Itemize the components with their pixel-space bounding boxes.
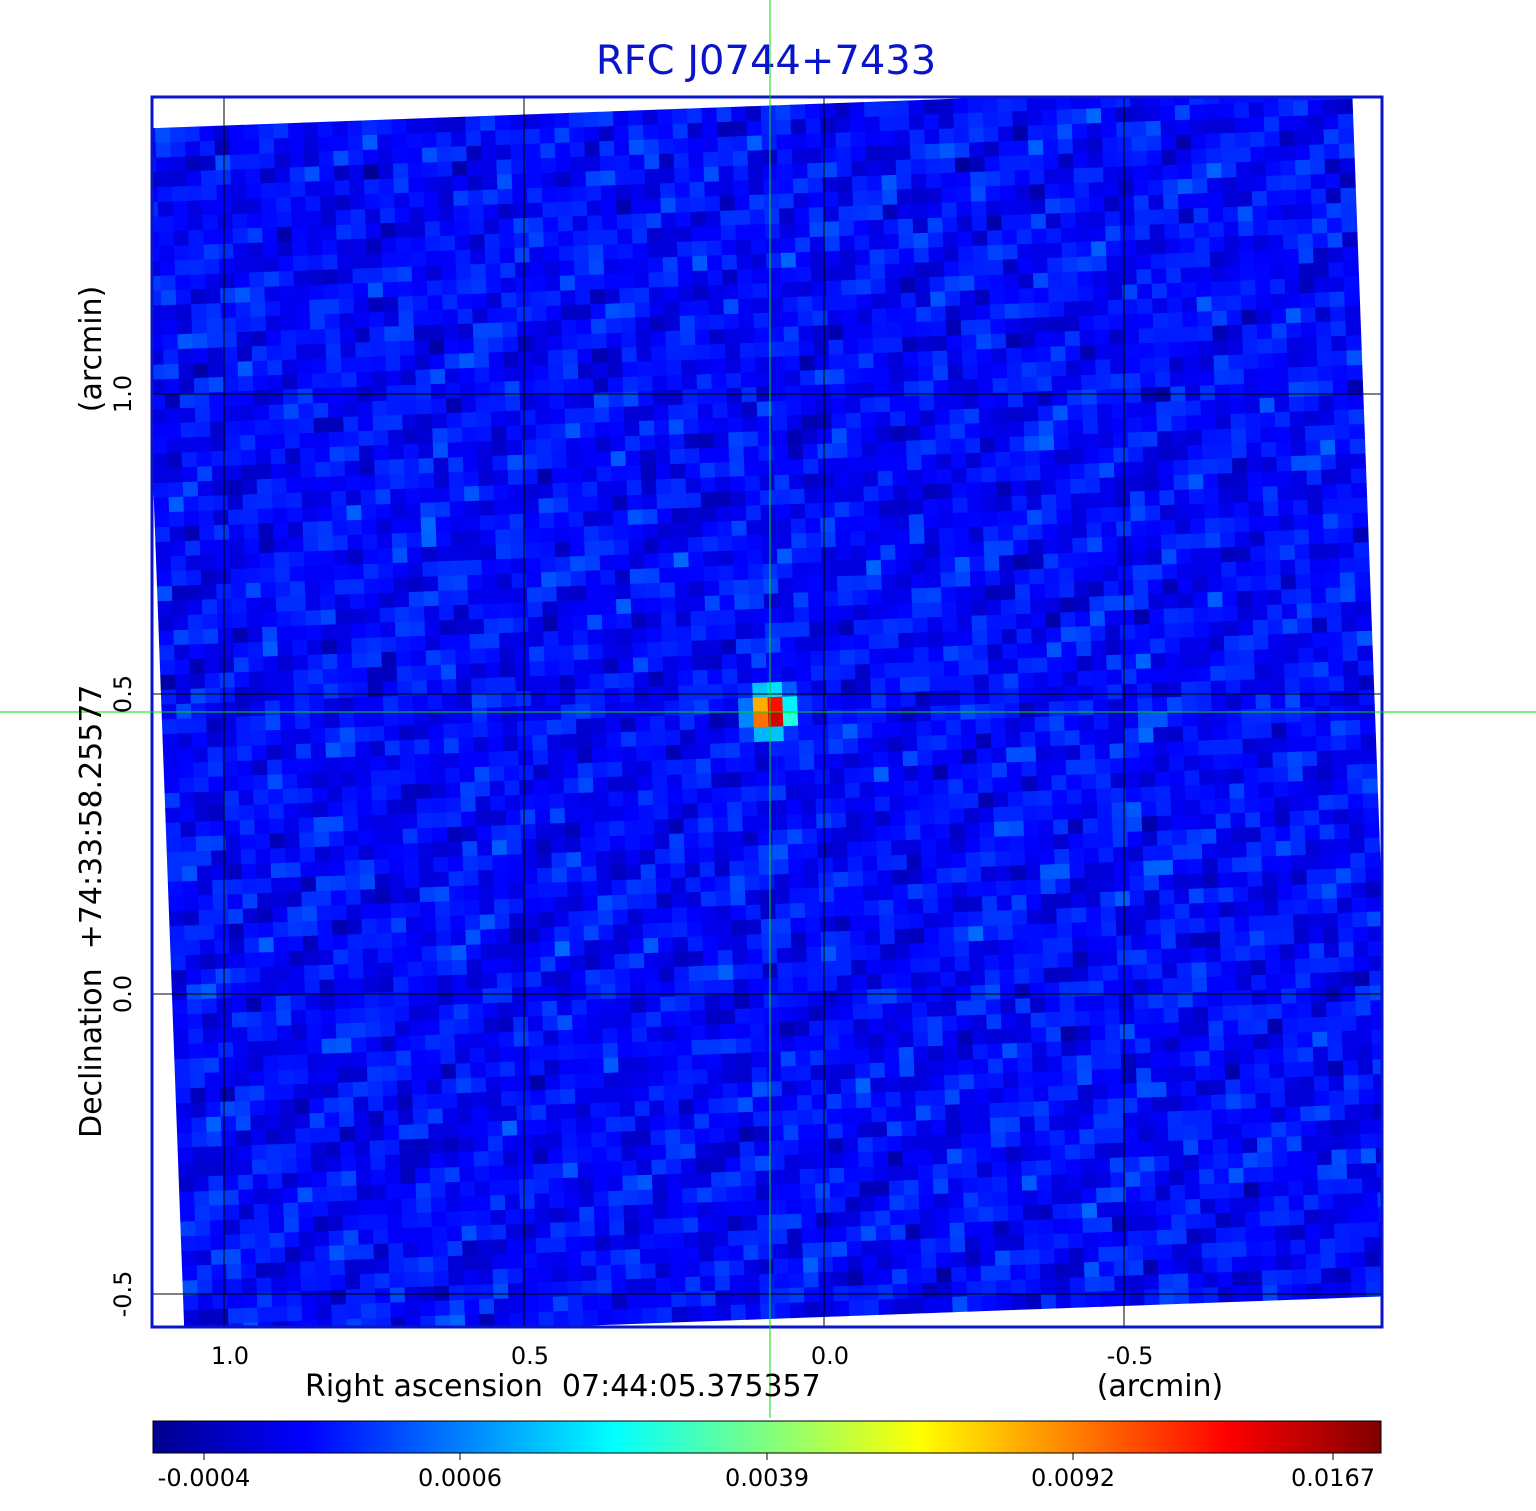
colorbar-tick-label-2: 0.0039: [725, 1464, 809, 1492]
y-axis-label: Declination +74:33:58.25577: [74, 684, 109, 1138]
colorbar-tick-label-3: 0.0092: [1031, 1464, 1115, 1492]
colorbar: [152, 1420, 1382, 1454]
x-tick-label-0: 1.0: [211, 1342, 249, 1370]
y-tick-label-2: 0.0: [109, 975, 137, 1013]
colorbar-tick-label-0: -0.0004: [158, 1464, 251, 1492]
y-tick-label-1: 0.5: [109, 675, 137, 713]
x-axis-unit: (arcmin): [1097, 1369, 1224, 1404]
y-tick-label-3: -0.5: [109, 1271, 137, 1318]
x-tick-label-2: 0.0: [811, 1342, 849, 1370]
sky-image: [152, 97, 1382, 1327]
x-axis-label: Right ascension 07:44:05.375357: [305, 1369, 821, 1404]
image-layer: [152, 97, 1382, 1327]
colorbar-ticks: -0.0004 0.0006 0.0039 0.0092 0.0167: [158, 1453, 1375, 1492]
y-axis-unit: (arcmin): [74, 286, 109, 413]
colorbar-tick-label-1: 0.0006: [418, 1464, 502, 1492]
x-tick-label-3: -0.5: [1107, 1342, 1154, 1370]
x-tick-label-1: 0.5: [511, 1342, 549, 1370]
y-tick-labels: 1.0 0.5 0.0 -0.5: [109, 375, 137, 1318]
y-tick-label-0: 1.0: [109, 375, 137, 413]
colorbar-tick-label-4: 0.0167: [1291, 1464, 1375, 1492]
crosshair: [0, 0, 1536, 1418]
x-tick-labels: 1.0 0.5 0.0 -0.5: [211, 1342, 1154, 1370]
chart-title: RFC J0744+7433: [596, 38, 936, 84]
